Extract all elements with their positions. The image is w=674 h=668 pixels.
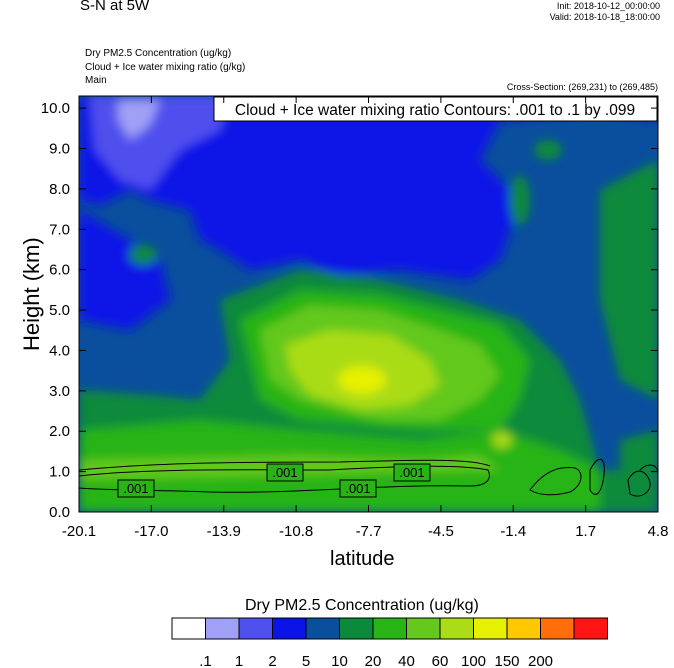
colorbar-swatch — [205, 617, 240, 640]
colorbar-swatch — [573, 617, 608, 640]
y-tick-label: 4.0 — [49, 342, 70, 359]
contour-label: .001 — [345, 481, 370, 496]
colorbar-level-label: 150 — [494, 653, 519, 668]
x-axis-label: latitude — [330, 548, 395, 570]
init-time: Init: 2018-10-12_00:00:00 — [556, 1, 660, 11]
shaded-field — [79, 96, 658, 512]
colorbar-swatch — [372, 617, 407, 640]
valid-time: Valid: 2018-10-18_18:00:00 — [549, 12, 660, 22]
x-tick-label: -13.9 — [207, 523, 241, 540]
colorbar-swatch — [305, 617, 340, 640]
field-label-main: Main — [85, 75, 107, 86]
contour-title-box — [213, 96, 658, 122]
x-tick-label: 4.8 — [648, 523, 669, 540]
colorbar-level-label: 20 — [365, 653, 382, 668]
colorbar-swatch — [506, 617, 541, 640]
colorbar-swatch — [439, 617, 474, 640]
colorbar-level-label: 5 — [302, 653, 310, 668]
colorbar-swatch — [473, 617, 508, 640]
field-label-cloud: Cloud + Ice water mixing ratio (g/kg) — [85, 62, 246, 73]
y-tick-label: 3.0 — [49, 383, 70, 400]
colorbar-swatch — [406, 617, 441, 640]
colorbar-swatch — [238, 617, 273, 640]
colorbar-level-label: 60 — [432, 653, 449, 668]
colorbar-level-label: 10 — [331, 653, 348, 668]
cloud-contours — [79, 458, 658, 497]
colorbar-title: Dry PM2.5 Concentration (ug/kg) — [245, 597, 479, 614]
x-tick-label: 1.7 — [575, 523, 596, 540]
colorbar-level-label: 200 — [528, 653, 553, 668]
colorbar-level-label: 40 — [398, 653, 415, 668]
colorbar-swatch — [339, 617, 374, 640]
colorbar-swatch — [171, 617, 206, 640]
colorbar-level-label: .1 — [199, 653, 212, 668]
plot-title: S-N at 5W — [80, 0, 150, 14]
y-tick-label: 2.0 — [49, 423, 70, 440]
colorbar-swatch — [540, 617, 575, 640]
contour-label: .001 — [123, 481, 148, 496]
cross-section-label: Cross-Section: (269,231) to (269,485) — [506, 82, 658, 92]
contour-label: .001 — [399, 465, 424, 480]
x-tick-label: -7.7 — [356, 523, 382, 540]
colorbar: .1 1 2 5 10 20 40 60 100 150 200 — [171, 617, 608, 668]
y-tick-label: 1.0 — [49, 464, 70, 481]
y-tick-label: 8.0 — [49, 181, 70, 198]
y-tick-label: 6.0 — [49, 262, 70, 279]
colorbar-level-label: 100 — [461, 653, 486, 668]
contour-title: Cloud + Ice water mixing ratio Contours:… — [235, 102, 635, 119]
y-tick-label: 0.0 — [49, 504, 70, 521]
contour-label-text: .001 .001 .001 .001 — [123, 465, 424, 496]
x-tick-label: -1.4 — [500, 523, 526, 540]
field-label-pm25: Dry PM2.5 Concentration (ug/kg) — [85, 48, 232, 59]
contour-label: .001 — [272, 465, 297, 480]
y-tick-label: 7.0 — [49, 221, 70, 238]
colorbar-swatch — [272, 617, 307, 640]
x-tick-label: -20.1 — [62, 523, 96, 540]
colorbar-level-label: 2 — [268, 653, 276, 668]
y-tick-label: 10.0 — [41, 100, 70, 117]
x-tick-label: -17.0 — [134, 523, 168, 540]
x-tick-label: -10.8 — [279, 523, 313, 540]
contour-labels — [117, 463, 431, 498]
x-tick-label: -4.5 — [428, 523, 454, 540]
colorbar-level-label: 1 — [235, 653, 243, 668]
y-tick-label: 9.0 — [49, 141, 70, 158]
y-tick-label: 5.0 — [49, 302, 70, 319]
x-axis: -20.1 -17.0 -13.9 -10.8 -7.7 -4.5 -1.4 1.7 4.8 — [62, 96, 669, 540]
y-axis: 0.0 1.0 2.0 3.0 4.0 5.0 6.0 7.0 8.0 9.0 10.0 — [41, 100, 658, 521]
